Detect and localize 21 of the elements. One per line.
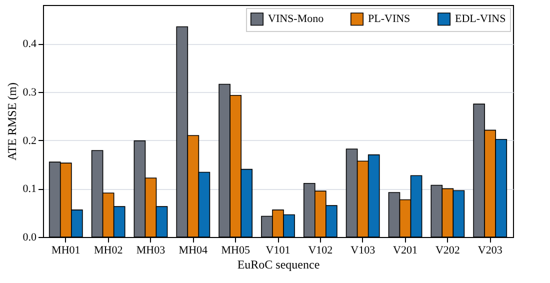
x-tick-label: MH03	[136, 244, 166, 256]
x-tick-label: V102	[308, 244, 333, 256]
x-tick-label: V201	[393, 244, 418, 256]
x-axis-title: EuRoC sequence	[237, 258, 320, 272]
y-tick-label: 0.1	[22, 183, 36, 196]
y-axis-title: ATE RMSE (m)	[4, 82, 19, 160]
y-tick-label: 0.0	[22, 232, 37, 244]
x-tick-label: MH01	[52, 244, 80, 256]
x-tick-label: V202	[435, 244, 460, 256]
legend-label: EDL-VINS	[455, 13, 506, 26]
x-tick-label: V203	[478, 244, 503, 256]
x-tick-label: MH02	[94, 244, 123, 256]
x-tick-label: MH04	[178, 244, 208, 256]
y-tick-label: 0.4	[22, 38, 37, 50]
legend-label: PL-VINS	[368, 13, 410, 26]
x-tick-label: V103	[350, 244, 376, 256]
y-tick-label: 0.2	[22, 134, 36, 147]
x-tick-label: MH05	[221, 244, 250, 256]
x-tick-label: V101	[266, 244, 290, 256]
y-tick-label: 0.3	[22, 86, 37, 98]
legend-label: VINS-Mono	[268, 13, 324, 26]
